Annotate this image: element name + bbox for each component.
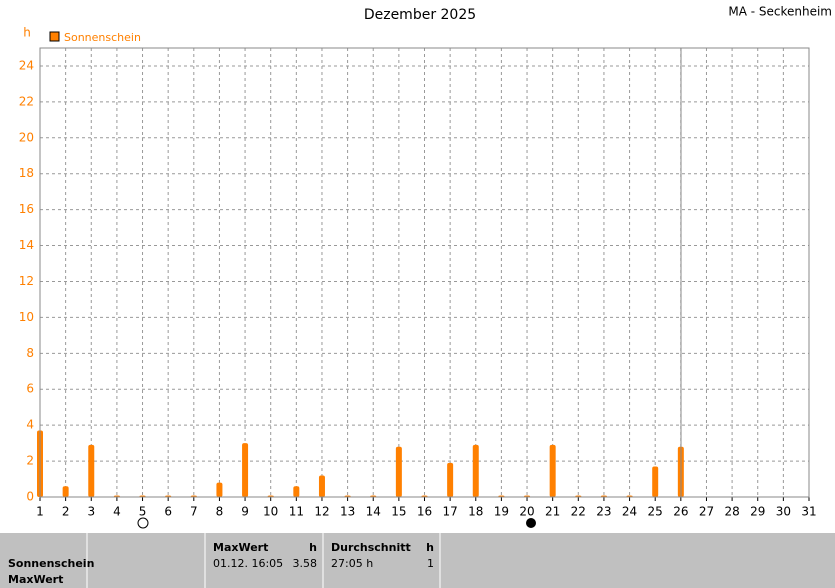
bar <box>447 462 454 497</box>
bar <box>242 443 249 497</box>
x-tick-label: 29 <box>750 505 765 519</box>
x-tick-label: 24 <box>622 505 637 519</box>
x-tick-label: 31 <box>801 505 816 519</box>
x-tick-label: 16 <box>417 505 432 519</box>
bar <box>62 486 69 497</box>
plot-frame <box>39 47 810 498</box>
bar <box>318 475 325 497</box>
y-tick-label: 4 <box>26 418 34 432</box>
x-tick-label: 13 <box>340 505 355 519</box>
bar <box>293 486 300 497</box>
bar <box>216 482 223 497</box>
cell: 1 <box>427 557 434 570</box>
col-unit: h <box>309 541 317 554</box>
y-tick-label: 12 <box>19 274 34 288</box>
x-tick-label: 4 <box>113 505 121 519</box>
col-header: Durchschnitt <box>331 541 411 554</box>
chart-title: Dezember 2025 <box>364 7 476 23</box>
x-tick-label: 22 <box>571 505 586 519</box>
x-tick-label: 7 <box>190 505 198 519</box>
row-label: Sonnenschein <box>8 557 94 570</box>
x-tick-label: 26 <box>673 505 688 519</box>
cell: 01.12. 16:05 <box>213 557 283 570</box>
x-tick-label: 9 <box>241 505 249 519</box>
bar <box>88 444 95 497</box>
bar <box>472 444 479 497</box>
legend-label: Sonnenschein <box>64 31 141 44</box>
col-header: MaxWert <box>213 541 268 554</box>
x-tick-label: 2 <box>62 505 70 519</box>
y-tick-label: 10 <box>19 310 34 324</box>
row-label: MaxWert <box>8 573 63 586</box>
x-tick-label: 17 <box>442 505 457 519</box>
y-tick-label: 0 <box>26 490 34 504</box>
bar <box>395 446 402 497</box>
x-tick-label: 15 <box>391 505 406 519</box>
bar <box>549 444 556 497</box>
full-moon <box>137 517 149 529</box>
x-tick-label: 10 <box>263 505 278 519</box>
x-tick-label: 18 <box>468 505 483 519</box>
col-unit: h <box>426 541 434 554</box>
x-tick-label: 11 <box>289 505 304 519</box>
table-bg <box>0 533 835 588</box>
x-tick-label: 12 <box>314 505 329 519</box>
stats-table: Sonnenschein MaxWert MaxWert h 01.12. 16… <box>0 533 835 588</box>
legend-swatch <box>49 31 60 42</box>
x-tick-label: 20 <box>519 505 534 519</box>
x-tick-label: 1 <box>36 505 44 519</box>
x-tick-label: 14 <box>366 505 381 519</box>
y-tick-label: 22 <box>19 94 34 108</box>
y-tick-label: 20 <box>19 130 34 144</box>
x-tick-label: 19 <box>494 505 509 519</box>
x-tick-label: 30 <box>776 505 791 519</box>
x-tick-label: 28 <box>724 505 739 519</box>
new-moon <box>526 518 536 528</box>
cell: 27:05 h <box>331 557 373 570</box>
bar <box>652 466 659 497</box>
x-tick-label: 21 <box>545 505 560 519</box>
y-tick-label: 8 <box>26 346 34 360</box>
y-tick-label: 6 <box>26 382 34 396</box>
y-tick-label: 24 <box>19 58 34 72</box>
y-tick-label: 16 <box>19 202 34 216</box>
cell: 3.58 <box>293 557 318 570</box>
x-tick-label: 5 <box>139 505 147 519</box>
y-tick-label: 18 <box>19 166 34 180</box>
x-tick-label: 25 <box>648 505 663 519</box>
x-tick-label: 3 <box>87 505 95 519</box>
x-tick-label: 23 <box>596 505 611 519</box>
x-tick-label: 6 <box>164 505 172 519</box>
y-axis-label: h <box>23 26 31 40</box>
y-tick-label: 14 <box>19 238 34 252</box>
x-tick-label: 8 <box>216 505 224 519</box>
x-tick-label: 27 <box>699 505 714 519</box>
station: MA - Seckenheim <box>728 5 832 19</box>
y-tick-label: 2 <box>26 454 34 468</box>
